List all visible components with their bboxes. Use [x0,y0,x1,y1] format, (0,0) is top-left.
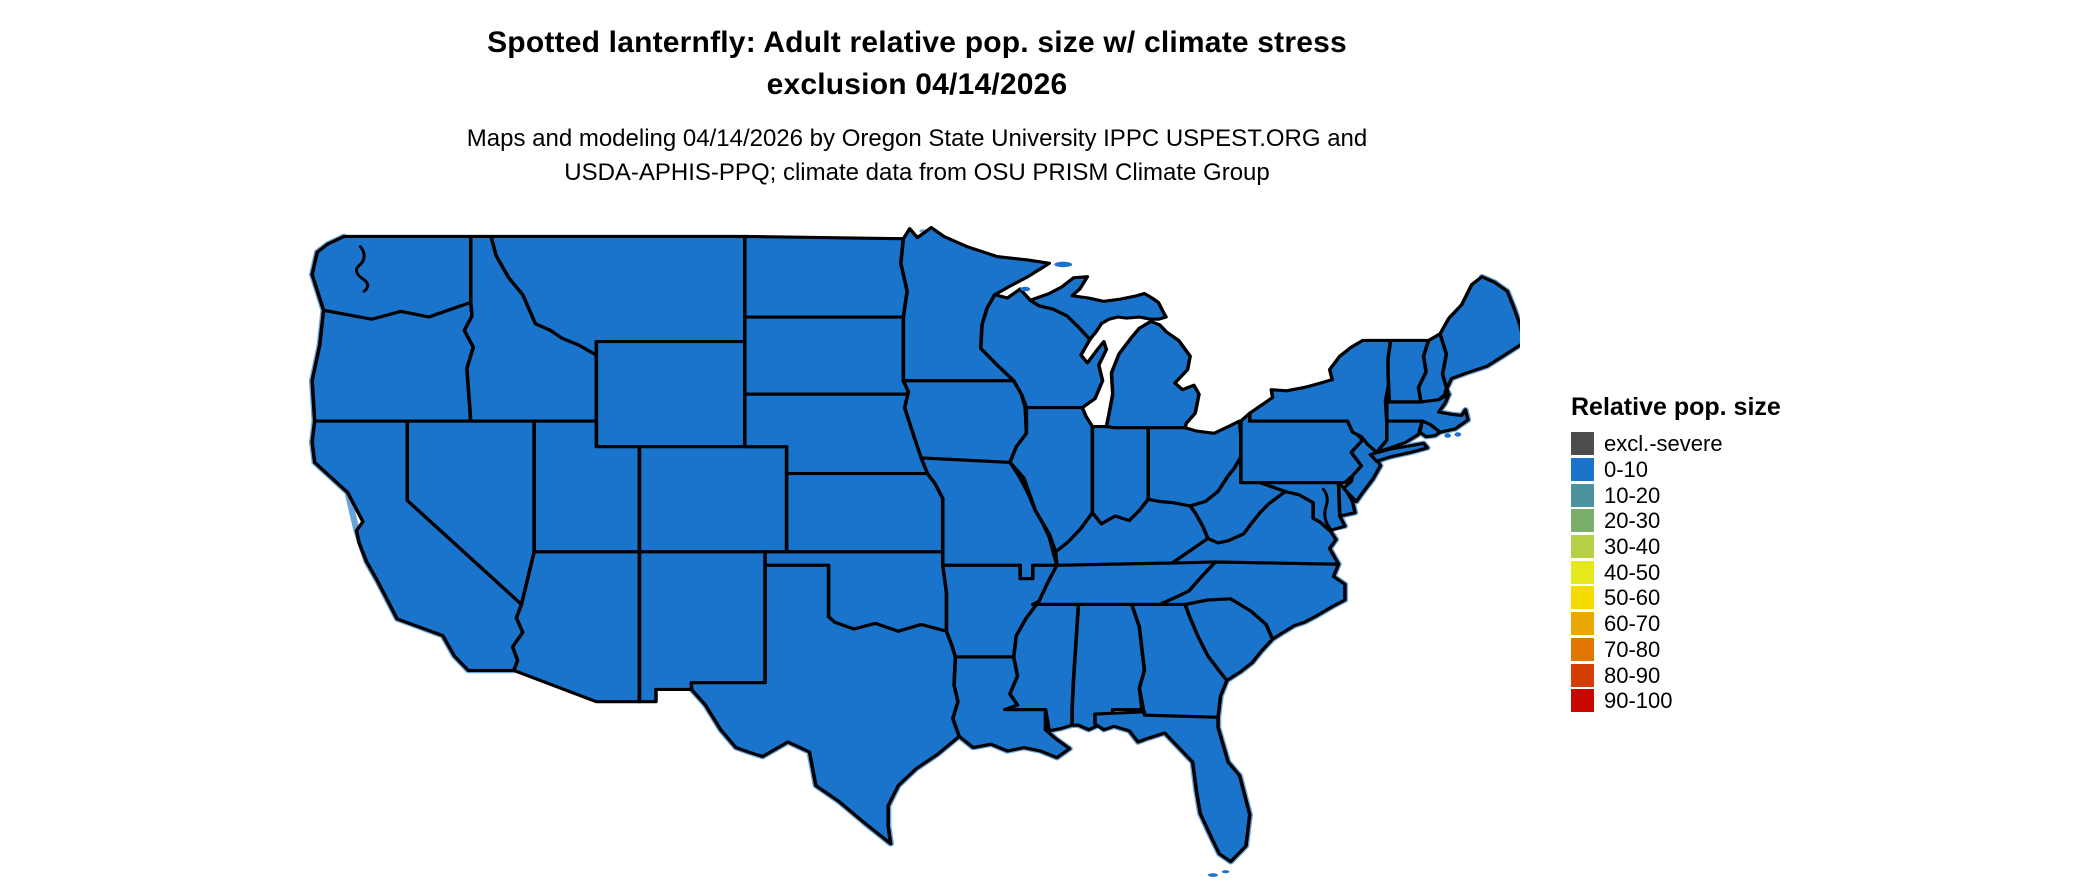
legend-item: 30-40 [1571,534,1781,560]
figure-title: Spotted lanternfly: Adult relative pop. … [300,22,1534,106]
island [1444,433,1451,438]
legend-swatch [1571,560,1594,584]
title-line-1: Spotted lanternfly: Adult relative pop. … [487,26,1347,59]
island [1020,286,1031,292]
legend-swatch [1571,535,1594,559]
state-sd [743,315,913,396]
state-or [310,300,476,423]
water-detail-chesapeake-bay [1321,487,1333,531]
subtitle-line-2: USDA-APHIS-PPQ; climate data from OSU PR… [564,159,1270,186]
figure-header: Spotted lanternfly: Adult relative pop. … [300,22,1534,190]
legend: Relative pop. size excl.-severe 0-10 10-20… [1571,393,1781,714]
us-choropleth-map [308,225,1520,877]
state-nm [637,550,767,704]
state-up [1028,275,1168,341]
state-tx [689,563,961,846]
island [1054,261,1073,268]
legend-item: 90-100 [1571,688,1781,714]
legend-swatch [1571,612,1594,636]
legend-swatch [1571,637,1594,661]
state-az [510,550,642,704]
state-co [637,445,789,554]
state-pa [1239,411,1365,485]
legend-swatch [1571,663,1594,687]
legend-swatch [1571,432,1594,456]
state-me [1438,275,1520,394]
legend-item-label: 70-80 [1604,636,1661,662]
state-fl [1093,710,1252,864]
legend-item-label: 90-100 [1604,688,1673,714]
state-wy [594,340,747,449]
state-ri [1417,419,1442,439]
legend-item-label: 10-20 [1604,482,1661,508]
legend-title: Relative pop. size [1571,393,1781,421]
legend-item: 20-30 [1571,508,1781,534]
state-mi [1104,319,1201,430]
legend-item: 60-70 [1571,611,1781,637]
state-ia [901,379,1029,464]
subtitle-line-1: Maps and modeling 04/14/2026 by Oregon S… [466,125,1368,152]
legend-item: 40-50 [1571,559,1781,585]
state-li [1368,441,1430,463]
legend-item-label: 60-70 [1604,611,1661,637]
legend-item-label: 30-40 [1604,534,1661,560]
legend-item-label: 80-90 [1604,662,1661,688]
state-ks [784,472,945,554]
island [1454,432,1462,437]
legend-item: excl.-severe [1571,431,1781,457]
state-mn [899,225,1052,383]
legend-item-label: 0-10 [1604,457,1649,483]
island [1207,873,1219,877]
state-nc [1157,560,1347,641]
legend-rows: excl.-severe 0-10 10-20 20-30 30-40 40-50 50-6… [1571,431,1781,714]
legend-item-label: 50-60 [1604,585,1661,611]
legend-item: 10-20 [1571,482,1781,508]
legend-item-label: 20-30 [1604,508,1661,534]
legend-item-label: excl.-severe [1604,431,1723,457]
legend-swatch [1571,483,1594,507]
legend-swatch [1571,509,1594,533]
legend-item: 50-60 [1571,585,1781,611]
legend-swatch [1571,586,1594,610]
legend-swatch [1571,689,1594,713]
island [1221,870,1230,874]
water-detail-puget-sound [355,245,370,293]
figure-subtitle: Maps and modeling 04/14/2026 by Oregon S… [300,122,1534,190]
title-line-2: exclusion 04/14/2026 [766,68,1068,101]
legend-swatch [1571,458,1594,482]
state-nd [743,234,909,319]
legend-item: 80-90 [1571,662,1781,688]
legend-item: 0-10 [1571,457,1781,483]
legend-item-label: 40-50 [1604,559,1661,585]
legend-item: 70-80 [1571,637,1781,663]
state-wa [310,234,473,321]
